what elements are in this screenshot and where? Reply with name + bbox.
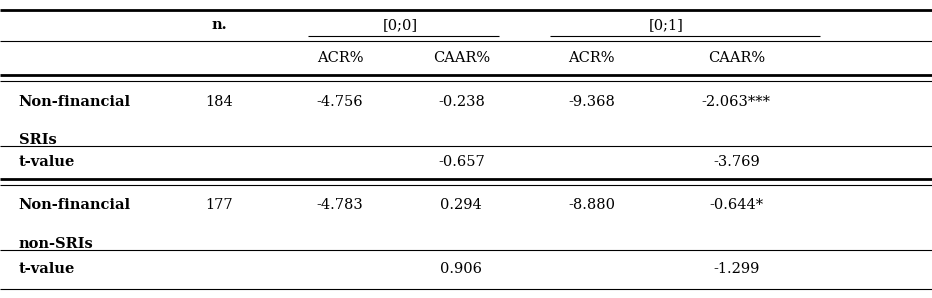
Text: SRIs: SRIs: [19, 134, 57, 147]
Text: -3.769: -3.769: [713, 156, 760, 169]
Text: -0.644*: -0.644*: [709, 198, 763, 212]
Text: t-value: t-value: [19, 156, 75, 169]
Text: non-SRIs: non-SRIs: [19, 237, 93, 251]
Text: [0;0]: [0;0]: [383, 18, 418, 32]
Text: -0.657: -0.657: [438, 156, 485, 169]
Text: ACR%: ACR%: [569, 51, 615, 65]
Text: Non-financial: Non-financial: [19, 95, 130, 108]
Text: Non-financial: Non-financial: [19, 198, 130, 212]
Text: -8.880: -8.880: [569, 198, 615, 212]
Text: CAAR%: CAAR%: [707, 51, 765, 65]
Text: CAAR%: CAAR%: [432, 51, 490, 65]
Text: -0.238: -0.238: [438, 95, 485, 108]
Text: -9.368: -9.368: [569, 95, 615, 108]
Text: 184: 184: [205, 95, 233, 108]
Text: -4.783: -4.783: [317, 198, 363, 212]
Text: -2.063***: -2.063***: [702, 95, 771, 108]
Text: t-value: t-value: [19, 263, 75, 276]
Text: ACR%: ACR%: [317, 51, 363, 65]
Text: 177: 177: [205, 198, 233, 212]
Text: 0.906: 0.906: [440, 263, 483, 276]
Text: -4.756: -4.756: [317, 95, 363, 108]
Text: 0.294: 0.294: [441, 198, 482, 212]
Text: [0;1]: [0;1]: [649, 18, 684, 32]
Text: -1.299: -1.299: [713, 263, 760, 276]
Text: n.: n.: [212, 18, 226, 32]
